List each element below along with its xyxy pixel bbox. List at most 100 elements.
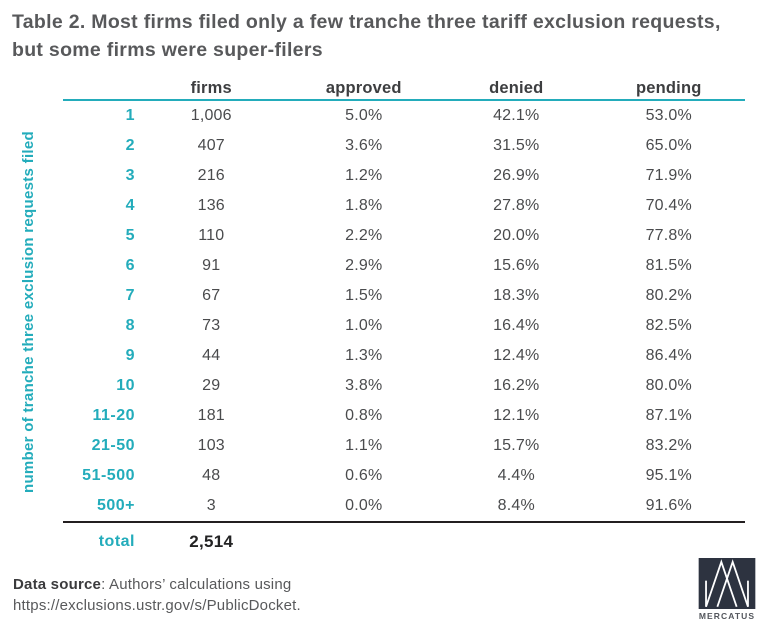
approved-cell: 2.2% bbox=[345, 227, 383, 244]
pending-cell: 80.0% bbox=[645, 377, 692, 394]
total-row: total 2,514 bbox=[63, 523, 745, 561]
row-label: 9 bbox=[125, 347, 135, 364]
table-body: 1 1,006 5.0% 42.1% 53.0% 2 407 3.6% 31.5… bbox=[63, 101, 745, 521]
denied-cell: 42.1% bbox=[493, 107, 540, 124]
denied-cell: 27.8% bbox=[493, 197, 540, 214]
table-row: 2 407 3.6% 31.5% 65.0% bbox=[63, 131, 745, 161]
table-row: 7 67 1.5% 18.3% 80.2% bbox=[63, 281, 745, 311]
approved-cell: 2.9% bbox=[345, 257, 383, 274]
firms-cell: 73 bbox=[202, 317, 221, 334]
pending-cell: 71.9% bbox=[645, 167, 692, 184]
approved-cell: 0.8% bbox=[345, 407, 383, 424]
approved-cell: 1.3% bbox=[345, 347, 383, 364]
total-divider-rule bbox=[63, 521, 745, 523]
table-row: 500+ 3 0.0% 8.4% 91.6% bbox=[63, 491, 745, 521]
table-row: 21-50 103 1.1% 15.7% 83.2% bbox=[63, 431, 745, 461]
firms-cell: 48 bbox=[202, 467, 221, 484]
denied-cell: 15.7% bbox=[493, 437, 540, 454]
table-row: 10 29 3.8% 16.2% 80.0% bbox=[63, 371, 745, 401]
table-row: 11-20 181 0.8% 12.1% 87.1% bbox=[63, 401, 745, 431]
pending-cell: 95.1% bbox=[645, 467, 692, 484]
approved-cell: 3.8% bbox=[345, 377, 383, 394]
table-row: 3 216 1.2% 26.9% 71.9% bbox=[63, 161, 745, 191]
table-row: 1 1,006 5.0% 42.1% 53.0% bbox=[63, 101, 745, 131]
data-source-note: Data source: Authors’ calculations using… bbox=[13, 574, 573, 616]
denied-cell: 31.5% bbox=[493, 137, 540, 154]
denied-cell: 26.9% bbox=[493, 167, 540, 184]
row-label: 11-20 bbox=[92, 407, 135, 424]
row-label: 500+ bbox=[96, 497, 135, 514]
row-label: 51-500 bbox=[82, 467, 135, 484]
pending-cell: 80.2% bbox=[645, 287, 692, 304]
approved-cell: 3.6% bbox=[345, 137, 383, 154]
denied-cell: 8.4% bbox=[497, 497, 535, 514]
approved-cell: 1.5% bbox=[345, 287, 383, 304]
pending-cell: 77.8% bbox=[645, 227, 692, 244]
table-row: 8 73 1.0% 16.4% 82.5% bbox=[63, 311, 745, 341]
row-label: 6 bbox=[125, 257, 135, 274]
column-header-approved: approved bbox=[325, 79, 402, 97]
firms-cell: 136 bbox=[197, 197, 225, 214]
exclusions-table: firms approved denied pending 1 1,006 5.… bbox=[63, 78, 745, 561]
row-label: 4 bbox=[125, 197, 135, 214]
row-label: 8 bbox=[125, 317, 135, 334]
table-row: 9 44 1.3% 12.4% 86.4% bbox=[63, 341, 745, 371]
table-header-row: firms approved denied pending bbox=[63, 78, 745, 101]
pending-cell: 83.2% bbox=[645, 437, 692, 454]
pending-cell: 87.1% bbox=[645, 407, 692, 424]
mercatus-logo-text: MERCATUS bbox=[698, 611, 756, 621]
denied-cell: 16.2% bbox=[493, 377, 540, 394]
table-row: 5 110 2.2% 20.0% 77.8% bbox=[63, 221, 745, 251]
table-row: 51-500 48 0.6% 4.4% 95.1% bbox=[63, 461, 745, 491]
data-source-url: https://exclusions.ustr.gov/s/PublicDock… bbox=[13, 597, 301, 614]
approved-cell: 0.0% bbox=[345, 497, 383, 514]
denied-cell: 16.4% bbox=[493, 317, 540, 334]
approved-cell: 5.0% bbox=[345, 107, 383, 124]
approved-cell: 1.2% bbox=[345, 167, 383, 184]
denied-cell: 12.1% bbox=[493, 407, 540, 424]
row-label: 2 bbox=[125, 137, 135, 154]
column-header-pending: pending bbox=[635, 79, 702, 97]
table-row: 6 91 2.9% 15.6% 81.5% bbox=[63, 251, 745, 281]
firms-cell: 3 bbox=[206, 497, 216, 514]
row-label: 5 bbox=[125, 227, 135, 244]
mercatus-logo-icon bbox=[698, 558, 756, 609]
total-label: total bbox=[98, 533, 135, 550]
denied-cell: 4.4% bbox=[497, 467, 535, 484]
denied-cell: 12.4% bbox=[493, 347, 540, 364]
total-firms-value: 2,514 bbox=[189, 532, 234, 551]
row-label: 1 bbox=[125, 107, 135, 124]
denied-cell: 20.0% bbox=[493, 227, 540, 244]
firms-cell: 103 bbox=[197, 437, 225, 454]
pending-cell: 70.4% bbox=[645, 197, 692, 214]
firms-cell: 407 bbox=[197, 137, 225, 154]
column-header-denied: denied bbox=[489, 79, 544, 97]
firms-cell: 91 bbox=[202, 257, 221, 274]
denied-cell: 15.6% bbox=[493, 257, 540, 274]
figure-title: Table 2. Most firms filed only a few tra… bbox=[12, 11, 721, 61]
firms-cell: 216 bbox=[197, 167, 225, 184]
row-label: 7 bbox=[125, 287, 135, 304]
approved-cell: 1.8% bbox=[345, 197, 383, 214]
firms-cell: 44 bbox=[202, 347, 221, 364]
pending-cell: 91.6% bbox=[645, 497, 692, 514]
approved-cell: 1.1% bbox=[345, 437, 383, 454]
denied-cell: 18.3% bbox=[493, 287, 540, 304]
firms-cell: 67 bbox=[202, 287, 221, 304]
mercatus-logo: MERCATUS bbox=[694, 558, 760, 621]
pending-cell: 86.4% bbox=[645, 347, 692, 364]
row-label: 3 bbox=[125, 167, 135, 184]
row-label: 10 bbox=[116, 377, 135, 394]
pending-cell: 81.5% bbox=[645, 257, 692, 274]
firms-cell: 110 bbox=[198, 227, 225, 244]
y-axis-label: number of tranche three exclusion reques… bbox=[20, 131, 37, 493]
firms-cell: 1,006 bbox=[190, 107, 232, 124]
firms-cell: 29 bbox=[202, 377, 221, 394]
approved-cell: 1.0% bbox=[345, 317, 383, 334]
pending-cell: 65.0% bbox=[645, 137, 692, 154]
pending-cell: 53.0% bbox=[645, 107, 692, 124]
column-header-firms: firms bbox=[190, 79, 232, 97]
data-source-label: Data source bbox=[13, 576, 102, 593]
approved-cell: 0.6% bbox=[345, 467, 383, 484]
firms-cell: 181 bbox=[197, 407, 225, 424]
